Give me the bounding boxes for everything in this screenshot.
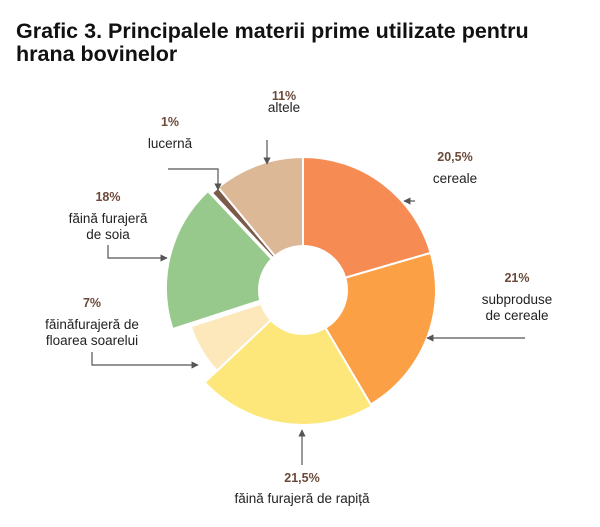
data-label-category: făină furajeră <box>69 211 148 226</box>
chart-title: Grafic 3. Principalele materii prime uti… <box>16 19 529 66</box>
data-label-percent: 20,5% <box>437 150 472 164</box>
data-label-percent: 7% <box>83 296 101 310</box>
data-label-percent: 21% <box>504 271 529 285</box>
data-label-category: de cereale <box>485 308 548 323</box>
data-label-percent: 18% <box>95 190 120 204</box>
data-label-percent: 1% <box>161 115 179 129</box>
data-label-category: lucernă <box>148 136 193 151</box>
data-label-category: de soia <box>86 227 130 242</box>
leader-line <box>168 168 222 191</box>
pie-slice <box>203 288 374 426</box>
data-label-percent: 11% <box>272 89 296 103</box>
data-label-percent: 21,5% <box>284 471 319 485</box>
data-label-category: făinăfurajeră de <box>45 317 139 332</box>
leader-line <box>91 352 199 369</box>
data-label-category: floarea soarelui <box>46 333 138 348</box>
data-label-category: cereale <box>433 171 477 186</box>
donut-hole <box>258 245 348 335</box>
pie-slice <box>302 155 432 292</box>
data-label-category: făină furajeră de rapiță <box>234 491 370 506</box>
data-label-category: altele <box>268 100 300 115</box>
leader-line <box>107 245 168 262</box>
data-label-category: subproduse <box>482 292 553 307</box>
